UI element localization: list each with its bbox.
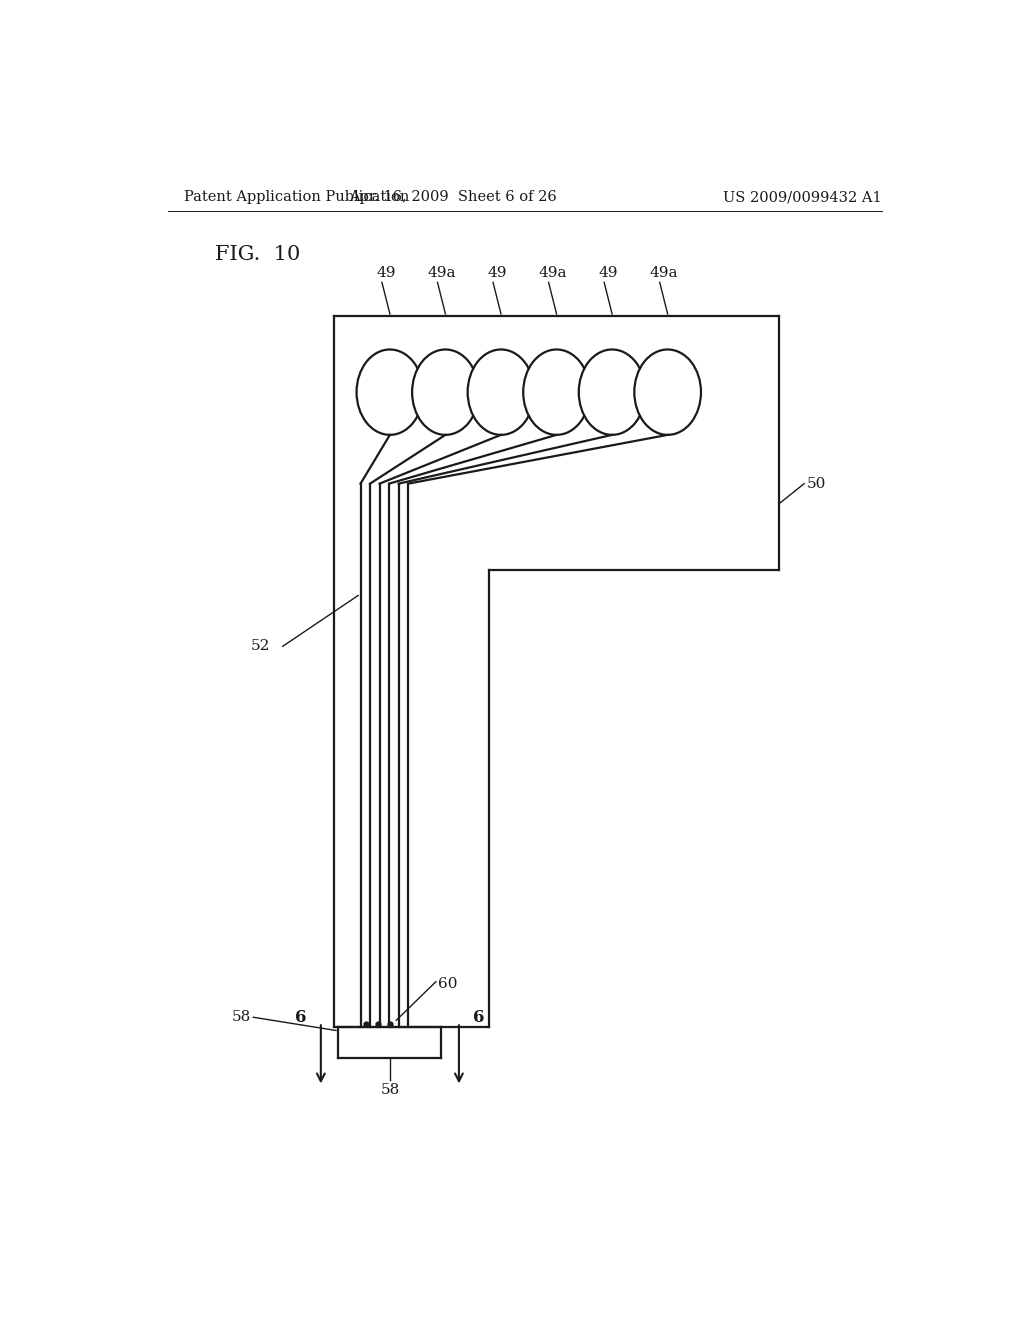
Circle shape <box>468 350 535 434</box>
Text: 49a: 49a <box>539 267 567 280</box>
Text: 6: 6 <box>295 1008 307 1026</box>
Text: 6: 6 <box>473 1008 484 1026</box>
Text: FIG.  10: FIG. 10 <box>215 246 301 264</box>
Circle shape <box>412 350 479 434</box>
Text: 49: 49 <box>487 267 507 280</box>
Text: 60: 60 <box>437 977 457 991</box>
Text: 49a: 49a <box>649 267 678 280</box>
Text: 49a: 49a <box>427 267 456 280</box>
Text: 50: 50 <box>807 477 826 491</box>
Text: 49: 49 <box>598 267 617 280</box>
Text: US 2009/0099432 A1: US 2009/0099432 A1 <box>723 190 882 205</box>
Circle shape <box>579 350 645 434</box>
Text: Apr. 16, 2009  Sheet 6 of 26: Apr. 16, 2009 Sheet 6 of 26 <box>349 190 557 205</box>
Text: Patent Application Publication: Patent Application Publication <box>183 190 409 205</box>
Text: 52: 52 <box>251 639 270 653</box>
Circle shape <box>634 350 701 434</box>
Text: 58: 58 <box>231 1010 251 1024</box>
Circle shape <box>356 350 423 434</box>
Text: 58: 58 <box>380 1084 399 1097</box>
Text: 49: 49 <box>376 267 395 280</box>
Circle shape <box>523 350 590 434</box>
